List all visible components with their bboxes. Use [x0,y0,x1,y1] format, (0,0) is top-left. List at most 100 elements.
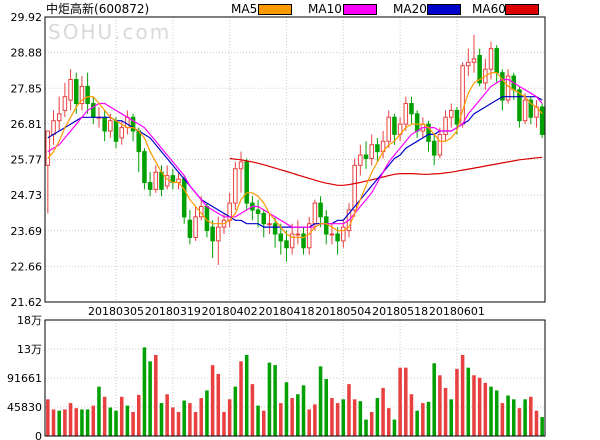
price-y-tick-label: 25.77 [11,154,43,167]
price-y-tick-label: 26.81 [11,118,43,131]
watermark: SOHU.com [48,20,172,44]
candle-body [517,89,522,122]
volume-bar [449,399,454,436]
volume-bar [216,373,221,436]
volume-bar [438,375,442,436]
volume-bar [165,394,169,436]
volume-bar [85,409,90,436]
candle-body [352,164,357,211]
candle-body [216,226,221,242]
candle-body [79,85,85,105]
candle-body [500,72,505,101]
volume-bar [199,398,204,436]
volume-bar [523,399,527,436]
volume-bar [119,396,124,436]
candle-body [386,116,392,142]
candle-body [289,233,295,249]
volume-bar [267,362,272,436]
volume-bar [369,411,374,436]
price-y-tick-label: 22.66 [11,260,43,273]
candle-body [272,223,278,235]
volume-y-tick-label: 45830 [7,401,42,414]
candle-body [358,154,363,166]
candle-body [68,78,73,101]
candle-body [369,144,374,159]
volume-bar [415,410,419,436]
candle-body [210,226,215,242]
volume-bar [324,379,329,436]
legend-ma60-label: MA60 [472,2,506,16]
price-y-tick-label: 23.69 [11,225,43,238]
volume-bar [244,355,249,436]
candle-body [522,99,528,122]
candle-body [142,151,147,184]
volume-frame-border [44,319,546,437]
stock-name: 中炬高新 [46,2,95,16]
volume-bar [313,404,317,436]
price-y-tick-label: 24.73 [11,189,43,202]
candle-body [409,103,414,115]
candle-body [153,171,159,190]
volume-bar [466,367,471,436]
volume-bar [233,386,238,436]
ma10-line [47,78,543,228]
candle-body [45,130,51,166]
volume-bar [529,396,533,436]
volume-bar [68,403,73,436]
candle-body [73,78,79,105]
candle-body [392,116,397,135]
candle-body [267,223,272,226]
candle-body [539,106,545,135]
volume-bar [409,394,414,436]
candle-body [85,85,90,105]
volume-bar [540,417,544,436]
volume-bar [114,410,118,436]
volume-bar [290,398,294,436]
volume-bar [193,411,198,436]
stock-title: 中炬高新(600872) [46,2,149,18]
candle-body [448,109,454,118]
candle-body [414,113,420,132]
candle-body [471,58,477,63]
candle-body [62,96,68,111]
price-frame-border [44,16,546,303]
volume-bar [296,394,300,436]
volume-bar [108,407,113,436]
volume-bar [205,390,209,436]
volume-bar [301,385,306,436]
volume-bar [102,396,107,436]
volume-bar [375,398,380,436]
volume-bar [97,386,101,436]
volume-bar [239,361,243,436]
volume-bar [477,377,482,436]
price-y-tick-label: 27.85 [11,82,43,95]
volume-panel: 18万 13万 91661 45830 0 [7,314,546,440]
legend-ma20-swatch [427,4,461,15]
candle-body [323,216,329,235]
candle-body [261,212,267,225]
volume-bar [347,384,351,436]
candle-body [375,144,380,153]
ma5-line [47,72,543,238]
candle-body [125,116,130,129]
volume-y-tick-label: 13万 [17,343,42,356]
candle-body [329,233,335,236]
volume-bar [335,403,340,436]
candle-body [136,130,142,153]
price-y-tick-label: 21.62 [11,296,43,309]
volume-bar [142,347,147,436]
volume-bar [57,410,61,436]
volume-bar [404,367,408,436]
date-tick-label: 20180319 [145,305,201,318]
volume-bar [222,411,226,436]
volume-bar [398,367,402,436]
volume-bar [46,399,50,436]
candle-body [363,154,369,159]
price-y-tick-label: 29.92 [11,11,43,24]
volume-bar [364,419,368,436]
price-y-tick-label: 28.88 [11,47,43,60]
ma60-line [229,156,543,186]
volume-bar [517,408,522,436]
volume-bar [256,405,260,436]
